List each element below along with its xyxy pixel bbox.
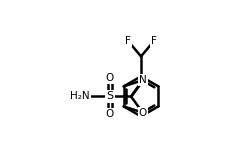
Text: O: O bbox=[106, 109, 114, 119]
Text: F: F bbox=[151, 36, 157, 46]
Text: N: N bbox=[139, 75, 147, 85]
Text: O: O bbox=[139, 108, 147, 118]
Text: F: F bbox=[125, 36, 131, 46]
Text: S: S bbox=[106, 91, 113, 101]
Text: O: O bbox=[106, 73, 114, 83]
Text: H₂N: H₂N bbox=[70, 91, 90, 101]
